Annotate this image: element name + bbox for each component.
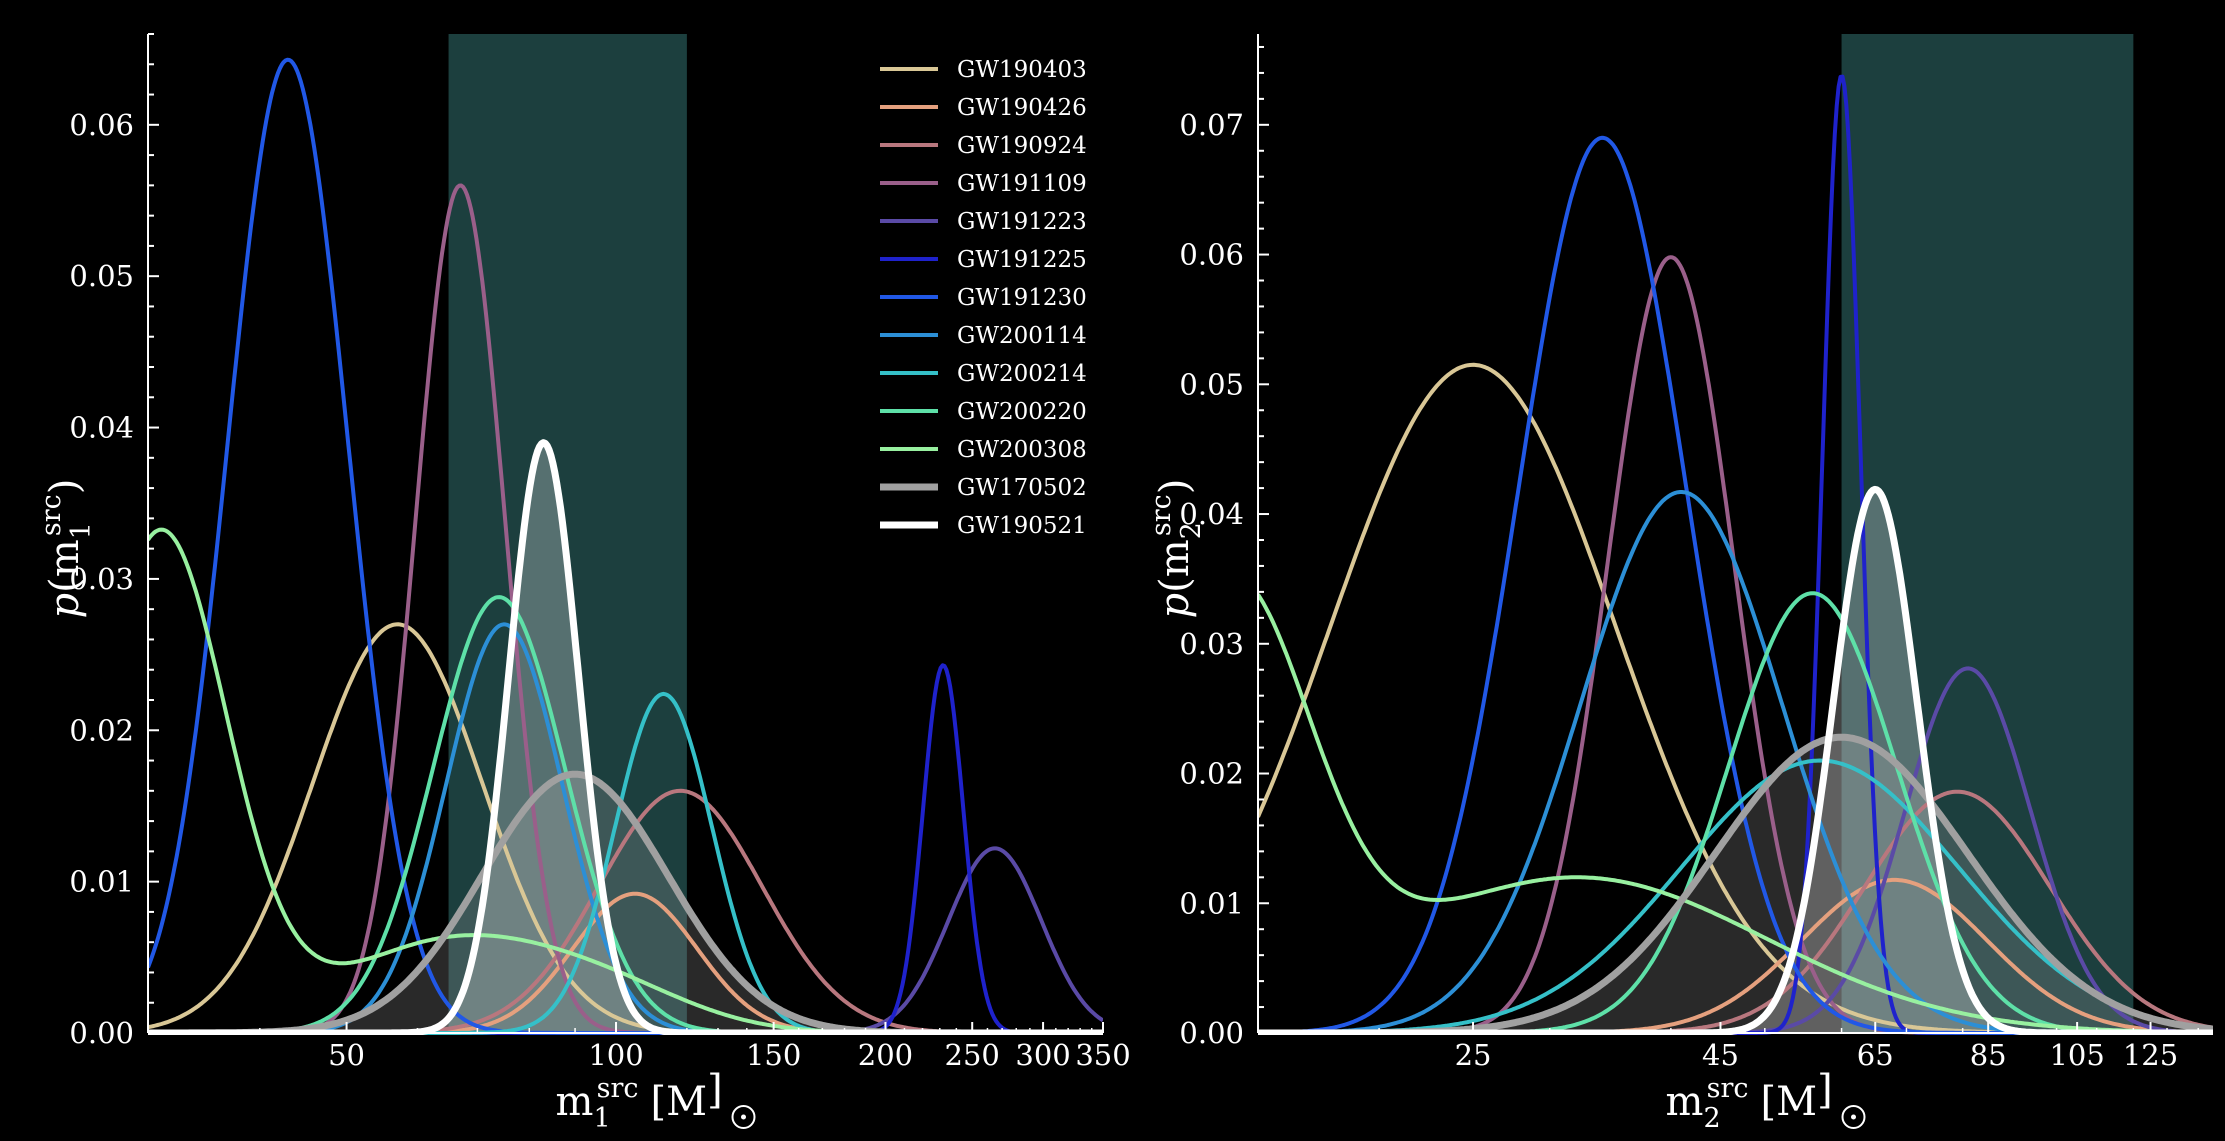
sun-symbol-icon xyxy=(1841,1105,1866,1129)
legend-label: GW190426 xyxy=(957,95,1087,121)
panel-m1: 0.00 0.01 0.02 0.03 0.04 0.05 0.06 50 100 150 200 2… xyxy=(36,33,1131,1134)
y-axis-label: p(m1src) xyxy=(36,479,97,619)
y-tick-label: 0.06 xyxy=(69,108,134,142)
legend-label: GW191109 xyxy=(957,171,1087,197)
x-tick-label: 50 xyxy=(328,1038,365,1072)
x-tick-label: 100 xyxy=(588,1038,643,1072)
legend-label: GW190403 xyxy=(957,57,1087,83)
x-tick-label: 250 xyxy=(945,1038,1000,1072)
sun-symbol-icon xyxy=(731,1105,756,1129)
y-tick-label: 0.01 xyxy=(1179,886,1244,920)
y-tick-label: 0.00 xyxy=(1179,1016,1244,1050)
x-tick-label: 105 xyxy=(2049,1038,2104,1072)
y-tick-label: 0.04 xyxy=(69,411,134,445)
area-GW170502 xyxy=(1258,737,2213,1033)
legend-label: GW200114 xyxy=(957,323,1087,349)
x-tick-label: 85 xyxy=(1970,1038,2007,1072)
sun-symbol-dot-icon xyxy=(1851,1114,1856,1120)
series-line-GW200308 xyxy=(1258,593,2213,1035)
x-tick-label: 350 xyxy=(1075,1038,1130,1072)
x-tick-label: 45 xyxy=(1702,1038,1739,1072)
y-tick-label: 0.02 xyxy=(69,713,134,747)
legend-label: GW190521 xyxy=(957,513,1087,539)
y-tick-label: 0.04 xyxy=(1179,497,1244,531)
legend-label: GW170502 xyxy=(957,475,1087,501)
x-tick-label: 150 xyxy=(746,1038,801,1072)
legend-label: GW200214 xyxy=(957,361,1087,387)
legend-label: GW191230 xyxy=(957,285,1087,311)
legend: GW190403 GW190426 GW190924 GW191109 GW191223… xyxy=(880,57,1087,539)
y-tick-label: 0.01 xyxy=(69,865,134,899)
y-tick-label: 0.06 xyxy=(1179,238,1244,272)
x-axis-label: m2src [M] xyxy=(1666,1067,1833,1134)
sun-symbol-dot-icon xyxy=(741,1114,746,1120)
area-GW170502 xyxy=(148,774,1103,1033)
x-tick-label: 300 xyxy=(1015,1038,1070,1072)
x-tick-label: 65 xyxy=(1857,1038,1894,1072)
x-tick-label: 200 xyxy=(858,1038,913,1072)
legend-label: GW190924 xyxy=(957,133,1087,159)
panel-m2: 0.00 0.01 0.02 0.03 0.04 0.05 0.06 0.07 25 45 65 85… xyxy=(1146,34,2213,1134)
y-tick-label: 0.03 xyxy=(69,562,134,596)
y-tick-label: 0.07 xyxy=(1179,108,1244,142)
y-tick-label: 0.05 xyxy=(69,259,134,293)
legend-label: GW191225 xyxy=(957,247,1087,273)
y-tick-label: 0.00 xyxy=(69,1016,134,1050)
legend-label: GW200308 xyxy=(957,437,1087,463)
x-tick-label: 25 xyxy=(1455,1038,1492,1072)
y-tick-label: 0.05 xyxy=(1179,367,1244,401)
y-tick-label: 0.03 xyxy=(1179,627,1244,661)
x-axis-label: m1src [M] xyxy=(556,1067,723,1134)
legend-label: GW200220 xyxy=(957,399,1087,425)
legend-label: GW191223 xyxy=(957,209,1087,235)
y-tick-label: 0.02 xyxy=(1179,757,1244,791)
x-tick-label: 125 xyxy=(2123,1038,2178,1072)
y-axis-label: p(m2src) xyxy=(1146,479,1207,619)
